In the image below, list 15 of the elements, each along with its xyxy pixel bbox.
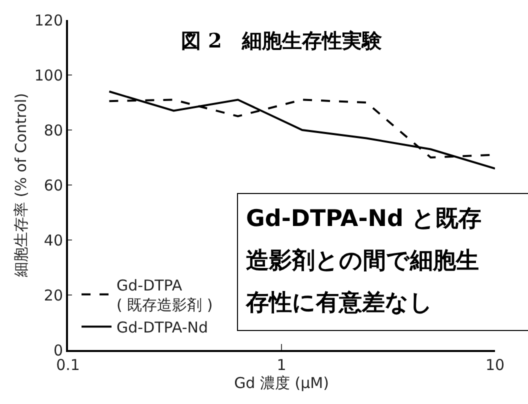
y-tick-label: 120 — [34, 11, 63, 30]
x-axis-title: Gd 濃度 (μM) — [234, 374, 329, 392]
text: 図 2 細胞生存性実験 — [181, 28, 383, 52]
y-tick-label: 100 — [34, 66, 63, 84]
legend-label: Gd-DTPA ( 既存造影剤 ) — [116, 276, 213, 314]
y-axis-title: 細胞生存率 (% of Control) — [12, 93, 30, 278]
x-tick-label: 1 — [276, 356, 286, 374]
y-tick-label: 80 — [44, 121, 63, 140]
y-tick-label: 20 — [44, 286, 63, 304]
text-box: Gd-DTPA-Nd と既存造影剤との間で細胞生存性に有意差なし — [237, 193, 528, 331]
y-tick-label: 60 — [44, 176, 63, 194]
legend-label: Gd-DTPA-Nd — [116, 318, 208, 336]
line-series — [108, 90, 495, 170]
y-tick-label: 40 — [44, 231, 63, 250]
x-tick-label: 10 — [485, 356, 505, 374]
